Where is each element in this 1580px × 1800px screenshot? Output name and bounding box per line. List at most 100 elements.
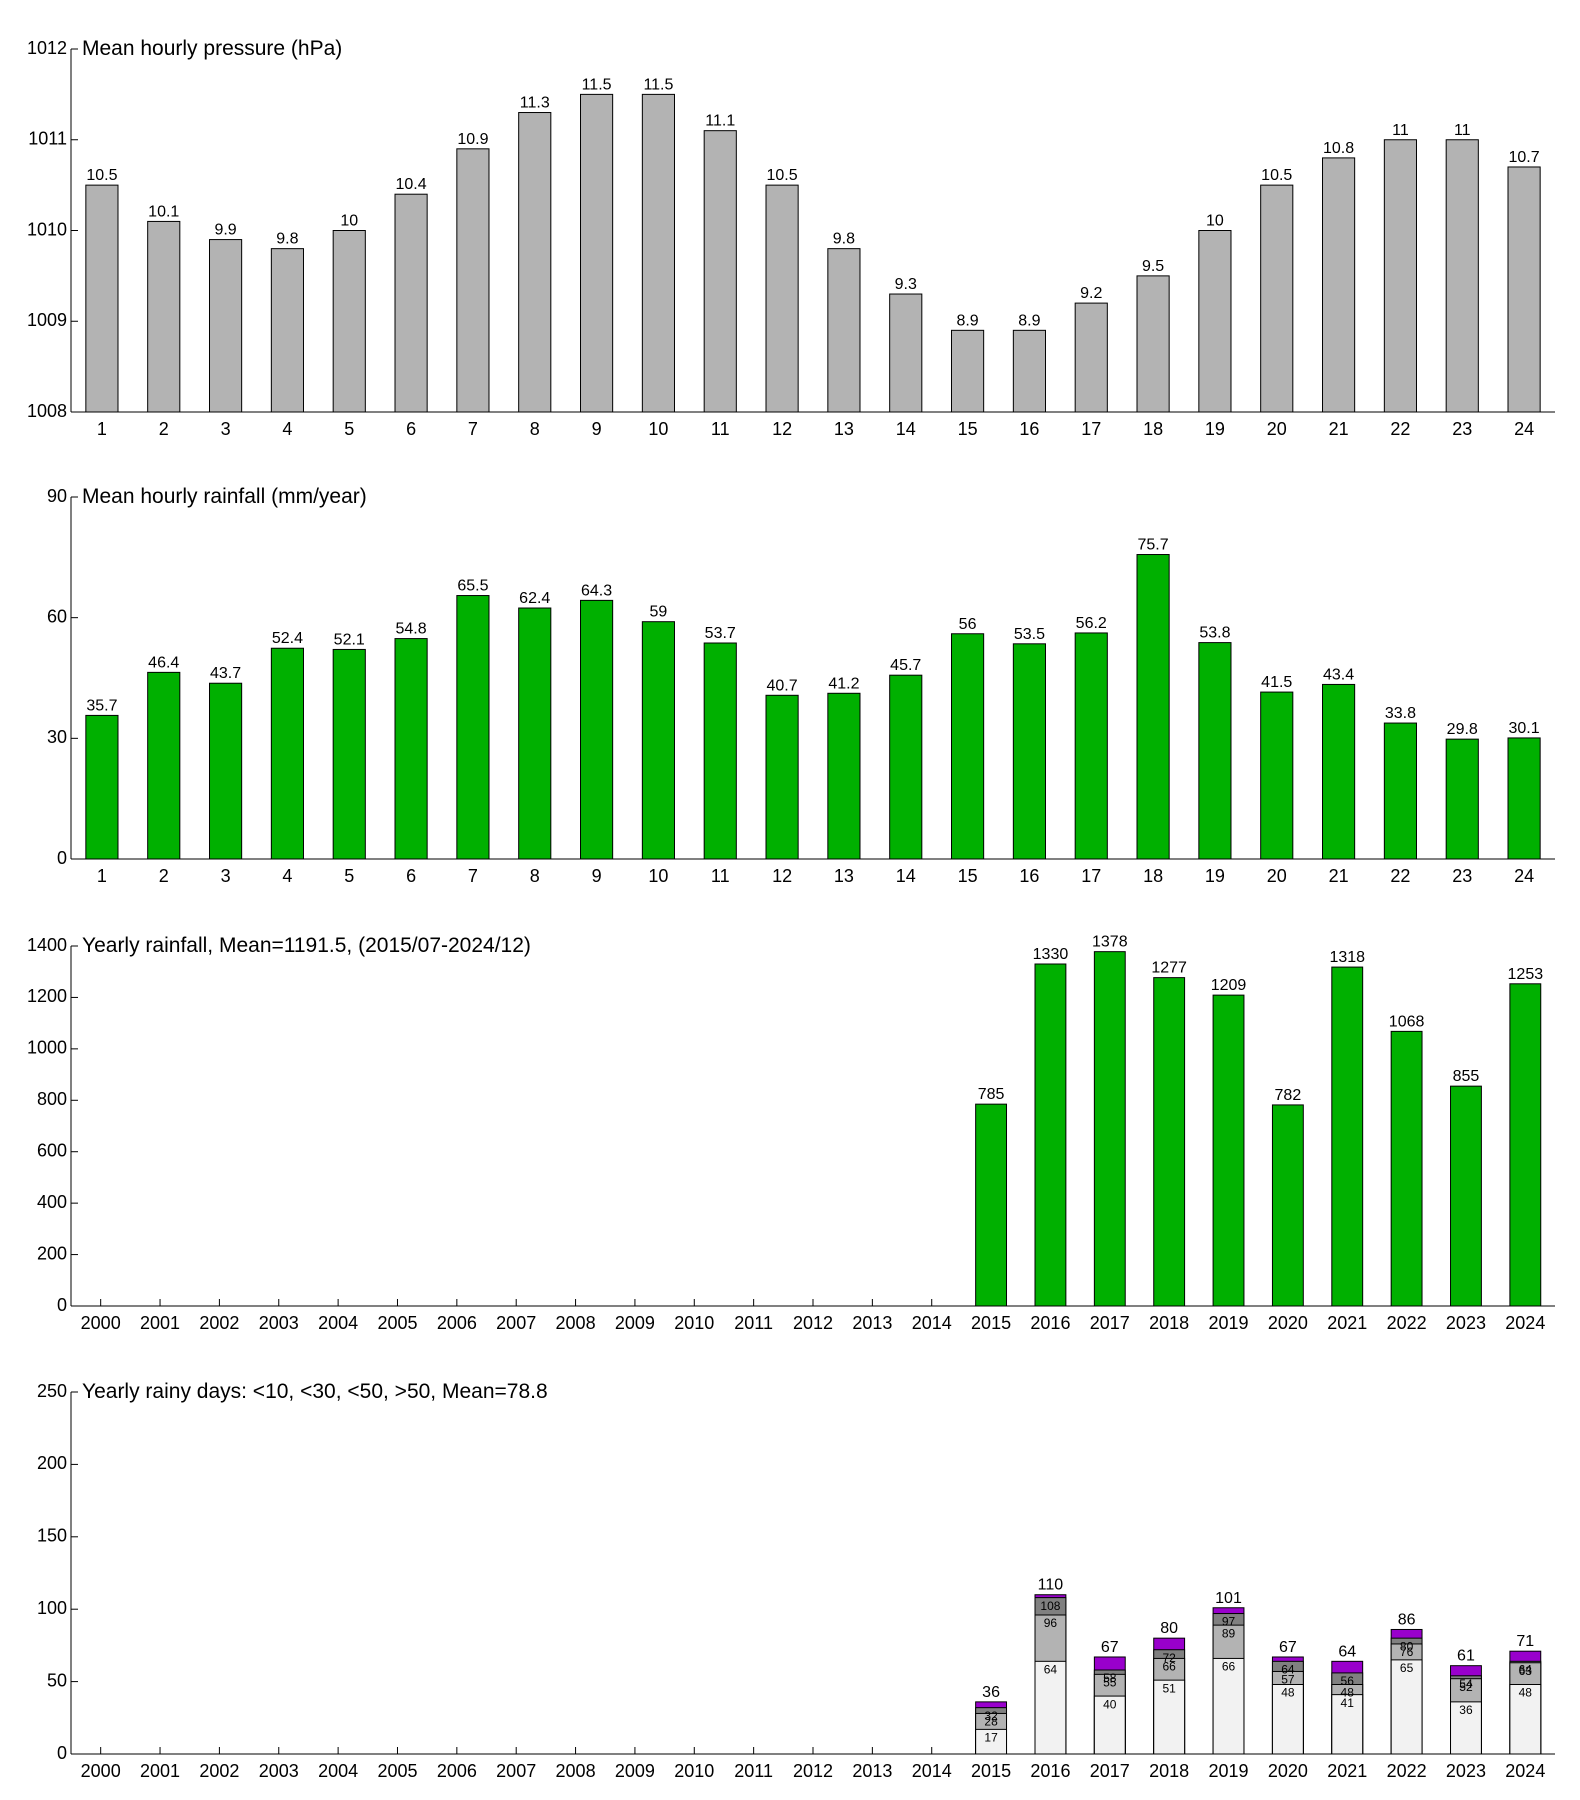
x-tick-label: 2019 [1208, 1313, 1248, 1333]
x-tick-label: 19 [1205, 419, 1225, 439]
value-label: 855 [1453, 1068, 1480, 1085]
x-tick-label: 11 [711, 419, 730, 439]
bar-segment [1331, 1694, 1364, 1755]
value-label: 9.3 [895, 276, 917, 293]
bar [1507, 737, 1541, 860]
bar [1445, 738, 1479, 860]
y-tick-label: 1011 [28, 129, 67, 149]
x-tick-label: 2014 [912, 1313, 952, 1333]
x-tick-label: 2009 [615, 1761, 655, 1781]
value-label: 10 [340, 213, 358, 230]
y-tick-label: 1009 [27, 310, 67, 330]
segment-label: 54 [1459, 1677, 1473, 1691]
value-label: 10 [1206, 213, 1224, 230]
x-tick-label: 13 [834, 866, 854, 886]
y-tick-label: 1012 [27, 38, 67, 58]
x-tick-label: 15 [958, 419, 978, 439]
x-tick-label: 2023 [1446, 1313, 1486, 1333]
x-tick-label: 2016 [1030, 1761, 1070, 1781]
x-tick-label: 2003 [259, 1313, 299, 1333]
bar [394, 638, 428, 860]
segment-label: 65 [1400, 1661, 1414, 1675]
bar-segment [1450, 1701, 1482, 1755]
x-tick-label: 1 [97, 866, 107, 886]
x-tick-label: 16 [1019, 419, 1039, 439]
x-tick-label: 2008 [556, 1761, 596, 1781]
x-tick-label: 14 [896, 419, 916, 439]
x-tick-label: 2022 [1387, 1313, 1427, 1333]
segment-label: 48 [1519, 1686, 1533, 1700]
x-tick-label: 23 [1452, 419, 1472, 439]
bar [456, 148, 490, 413]
segment-label: 48 [1281, 1686, 1295, 1700]
x-tick-label: 2001 [140, 1313, 180, 1333]
value-label: 10.5 [767, 167, 798, 184]
value-label: 110 [1038, 1577, 1064, 1594]
value-label: 10.8 [1323, 140, 1354, 157]
x-tick-label: 2024 [1505, 1761, 1545, 1781]
segment-label: 32 [984, 1709, 998, 1723]
segment-label: 17 [984, 1731, 998, 1745]
x-tick-label: 2021 [1327, 1761, 1367, 1781]
bar [1012, 329, 1046, 413]
bar [456, 595, 490, 860]
bar [1271, 1104, 1304, 1307]
value-label: 29.8 [1447, 721, 1478, 738]
y-tick-label: 0 [57, 1295, 67, 1315]
bar [270, 647, 304, 860]
bar [580, 599, 614, 860]
bar [1136, 554, 1170, 860]
y-tick-label: 1200 [27, 986, 67, 1006]
bar [518, 607, 552, 860]
segment-label: 52 [1459, 1680, 1473, 1694]
x-tick-label: 2 [159, 866, 169, 886]
x-tick-label: 3 [221, 419, 231, 439]
x-tick-label: 6 [406, 866, 416, 886]
x-tick-label: 2022 [1387, 1761, 1427, 1781]
x-tick-label: 2011 [734, 1761, 773, 1781]
x-tick-label: 2014 [912, 1761, 952, 1781]
x-tick-label: 2012 [793, 1313, 833, 1333]
x-tick-label: 2009 [615, 1313, 655, 1333]
value-label: 11.3 [520, 95, 550, 112]
value-label: 11.5 [643, 76, 673, 93]
bar [332, 230, 366, 413]
bar-segment [1212, 1657, 1245, 1755]
bar [765, 184, 799, 413]
x-tick-label: 4 [282, 419, 292, 439]
x-tick-label: 7 [468, 419, 478, 439]
bar [1331, 966, 1364, 1307]
bar [1450, 1085, 1482, 1307]
value-label: 54.8 [396, 621, 427, 638]
segment-label: 76 [1400, 1645, 1414, 1659]
segment-label: 28 [984, 1715, 998, 1729]
bar [951, 633, 985, 860]
value-label: 61 [1457, 1648, 1475, 1665]
x-tick-label: 2015 [971, 1313, 1011, 1333]
chart-title: Mean hourly pressure (hPa) [82, 37, 342, 60]
bar [1093, 951, 1126, 1307]
x-tick-label: 2017 [1090, 1313, 1130, 1333]
value-label: 8.9 [956, 312, 978, 329]
value-label: 36 [982, 1684, 1000, 1701]
bar [518, 112, 552, 413]
x-tick-label: 7 [468, 866, 478, 886]
value-label: 10.5 [1261, 167, 1292, 184]
value-label: 53.7 [705, 625, 736, 642]
x-tick-label: 19 [1205, 866, 1225, 886]
bar [147, 220, 181, 413]
bar [703, 130, 737, 413]
x-tick-label: 23 [1452, 866, 1472, 886]
x-tick-label: 2005 [377, 1313, 417, 1333]
chart-title: Yearly rainy days: <10, <30, <50, >50, M… [82, 1380, 548, 1403]
bar [1198, 230, 1232, 413]
bar [1260, 184, 1294, 413]
segment-label: 40 [1103, 1697, 1117, 1711]
x-tick-label: 14 [896, 866, 916, 886]
value-label: 1209 [1211, 977, 1247, 994]
bar [1509, 983, 1542, 1307]
value-label: 782 [1275, 1087, 1302, 1104]
value-label: 52.1 [334, 631, 365, 648]
value-label: 1318 [1329, 949, 1365, 966]
